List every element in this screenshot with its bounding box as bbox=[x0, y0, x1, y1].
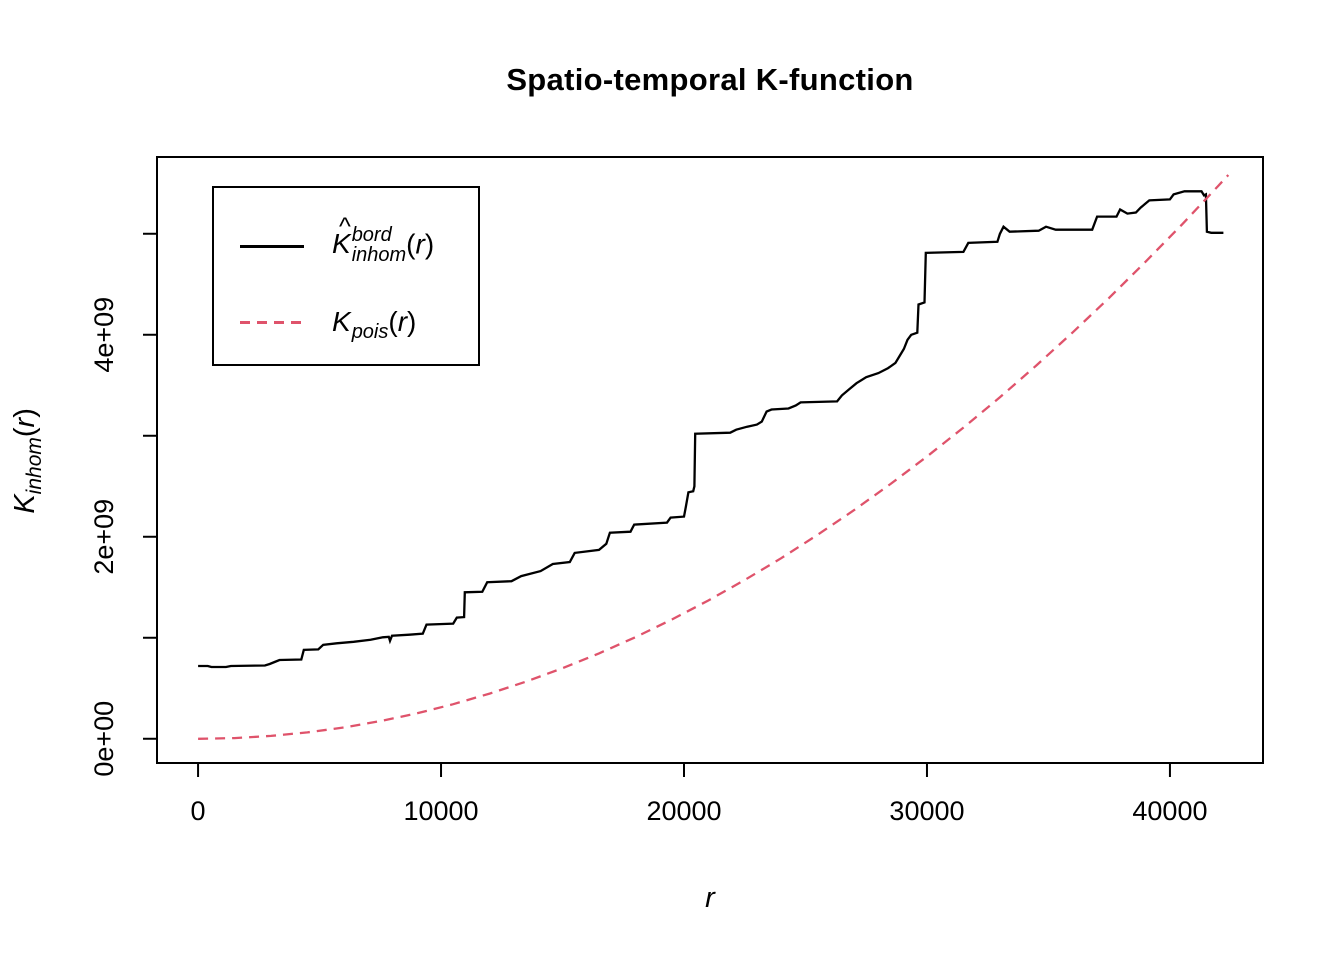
y-tick-label: 4e+09 bbox=[89, 297, 119, 373]
x-tick-label: 40000 bbox=[1132, 796, 1207, 826]
K-pois-theoretical-curve bbox=[198, 174, 1230, 740]
legend-dashed-line-sample bbox=[240, 320, 304, 324]
x-tick-label: 10000 bbox=[403, 796, 478, 826]
x-axis-label: r bbox=[705, 882, 715, 914]
K-inhom-bord-estimate-curve bbox=[198, 190, 1224, 669]
x-tick-label: 30000 bbox=[889, 796, 964, 826]
x-tick-label: 0 bbox=[191, 796, 206, 826]
legend-solid-line-sample bbox=[240, 244, 304, 248]
y-axis-label: Kinhom(r) bbox=[9, 408, 46, 514]
x-tick-label: 20000 bbox=[646, 796, 721, 826]
y-tick-label: 2e+09 bbox=[89, 499, 119, 575]
chart-title: Spatio-temporal K-function bbox=[506, 62, 914, 97]
y-tick-label: 0e+00 bbox=[89, 701, 119, 777]
plot-box bbox=[156, 156, 1264, 764]
